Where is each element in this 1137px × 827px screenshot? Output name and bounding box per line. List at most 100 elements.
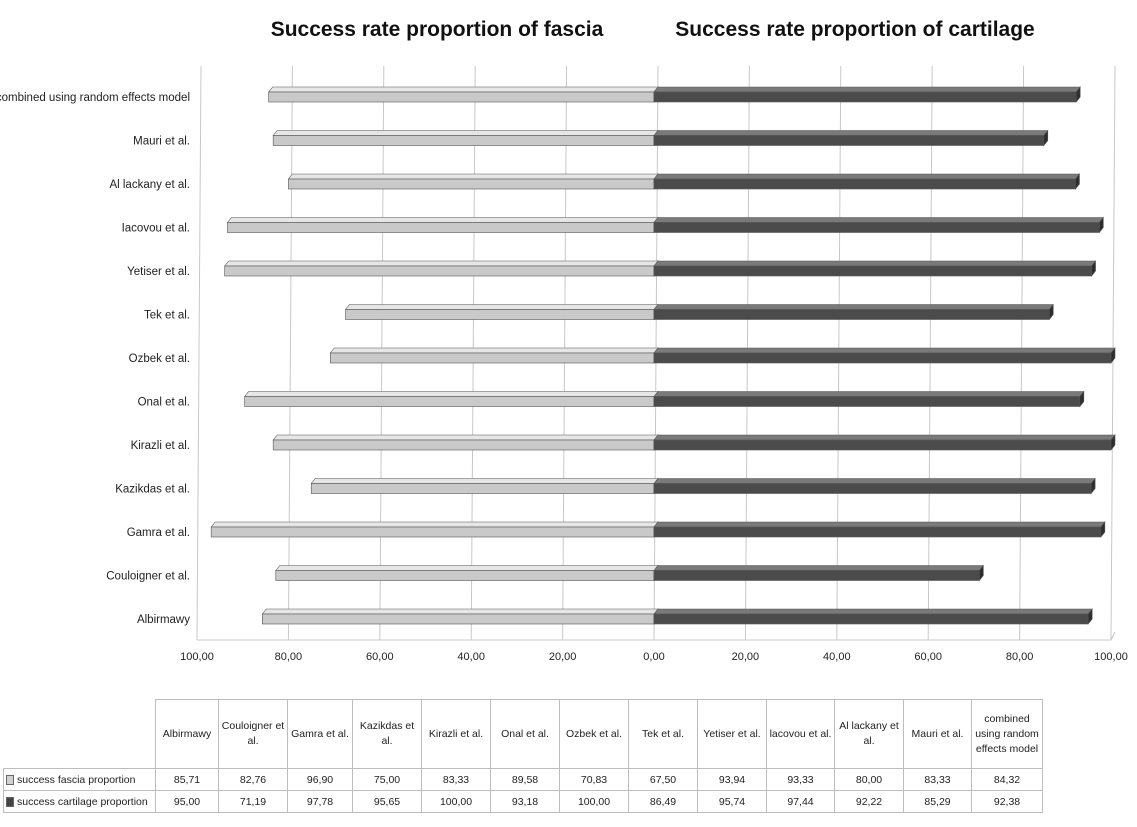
- table-cell: 80,00: [834, 768, 904, 791]
- fascia-bar: [272, 129, 659, 147]
- table-cell: 70,83: [559, 768, 629, 791]
- table-header-cell: Kirazli et al.: [421, 699, 491, 769]
- table-header-cell: Kazikdas et al.: [352, 699, 422, 769]
- table-header-cell: Al lackany et al.: [834, 699, 904, 769]
- category-label: Kazikdas et al.: [115, 484, 190, 496]
- axis-tick-label: 40,00: [823, 651, 851, 663]
- legend-swatch: [6, 796, 14, 807]
- cartilage-bar: [653, 303, 1054, 321]
- fascia-bar: [287, 173, 659, 190]
- cartilage-bar: [653, 608, 1093, 625]
- axis-tick-label: 20,00: [549, 651, 577, 663]
- fascia-bar: [268, 86, 659, 103]
- cartilage-bar: [653, 434, 1116, 451]
- table-cell: 96,90: [287, 768, 353, 791]
- table-cell: 95,65: [352, 790, 422, 813]
- table-cell: 95,00: [155, 790, 219, 813]
- table-cell: 89,58: [490, 768, 560, 791]
- bars: [210, 86, 1116, 625]
- category-label: combined using random effects model: [0, 92, 190, 104]
- table-header-cell: Yetiser et al.: [697, 699, 767, 769]
- fascia-bar: [226, 216, 659, 234]
- cartilage-bar: [653, 564, 984, 582]
- series-name: success cartilage proportion: [17, 795, 148, 808]
- table-header-cell: lacovou et al.: [766, 699, 835, 769]
- cartilage-bar: [653, 477, 1096, 495]
- table-cell: 71,19: [218, 790, 288, 813]
- table-cell: 82,76: [218, 768, 288, 791]
- table-cell: 67,50: [628, 768, 698, 791]
- axis-tick-label: 60,00: [914, 651, 942, 663]
- axis-tick-label: 80,00: [275, 651, 303, 663]
- table-header-cell: Ozbek et al.: [559, 699, 629, 769]
- table-cell: 93,94: [697, 768, 767, 791]
- category-label: Albirmawy: [137, 614, 190, 626]
- fascia-bar: [210, 521, 659, 538]
- legend-entry: success fascia proportion: [3, 768, 156, 791]
- series-name: success fascia proportion: [17, 773, 136, 786]
- category-label: Yetiser et al.: [127, 266, 190, 278]
- axis-tick-labels: 100,00 80,00 60,00 40,00 20,00 0,00 20,00 40,00…: [180, 651, 1128, 663]
- category-label: Kirazli et al.: [131, 440, 190, 452]
- axis-tick-label: 40,00: [457, 651, 485, 663]
- fascia-bar: [261, 608, 659, 625]
- category-label: Iacovou et al.: [122, 223, 190, 235]
- table-cell: 95,74: [697, 790, 767, 813]
- category-label: Onal et al.: [138, 397, 190, 409]
- table-cell: 83,33: [421, 768, 491, 791]
- left-chart-title: Success rate proportion of fascia: [271, 18, 604, 41]
- table-cell: 100,00: [559, 790, 629, 813]
- fascia-bar: [344, 303, 659, 321]
- axis-tick-label: 80,00: [1006, 651, 1034, 663]
- table-header-cell: Couloigner et al.: [218, 699, 288, 769]
- table-header-cell: Mauri et al.: [903, 699, 972, 769]
- fascia-bar: [310, 477, 659, 495]
- table-row: success fascia proportion 85,71 82,76 96,90…: [3, 768, 1043, 791]
- axis-tick-label: 100,00: [1094, 651, 1128, 663]
- butterfly-bar-chart: Success rate proportion of fascia Succes…: [0, 18, 1128, 663]
- axis-tick-label: 20,00: [732, 651, 760, 663]
- table-cell: 93,18: [490, 790, 560, 813]
- category-label: Couloigner et al.: [106, 571, 190, 583]
- table-corner: [3, 699, 156, 769]
- fascia-bar: [272, 434, 659, 451]
- axis-floor: [197, 631, 1116, 641]
- category-labels: Albirmawy Couloigner et al. Gamra et al. Ka…: [0, 92, 190, 626]
- cartilage-bar: [653, 129, 1049, 147]
- legend-swatch: [6, 774, 14, 785]
- table-cell: 92,38: [971, 790, 1043, 813]
- data-table: Albirmawy Couloigner et al. Gamra et al. Ka…: [3, 699, 1043, 813]
- fascia-bar: [275, 564, 659, 582]
- table-header-cell: Albirmawy: [155, 699, 219, 769]
- category-label: Mauri et al.: [133, 136, 190, 148]
- category-label: Gamra et al.: [127, 527, 190, 539]
- gridline: [196, 65, 202, 641]
- table-row: success cartilage proportion 95,00 71,19 97…: [3, 790, 1043, 813]
- table-cell: 85,29: [903, 790, 972, 813]
- table-cell: 93,33: [766, 768, 835, 791]
- axis-tick-label: 60,00: [366, 651, 394, 663]
- cartilage-bar: [653, 173, 1081, 190]
- table-cell: 92,22: [834, 790, 904, 813]
- category-label: Al lackany et al.: [109, 179, 190, 191]
- legend-entry: success cartilage proportion: [3, 790, 156, 813]
- table-cell: 84,32: [971, 768, 1043, 791]
- category-label: Ozbek et al.: [129, 353, 190, 365]
- table-header-cell: combined using random effects model: [971, 699, 1043, 769]
- cartilage-bar: [653, 260, 1097, 277]
- table-header-cell: Gamra et al.: [287, 699, 353, 769]
- axis-tick-label: 0,00: [643, 651, 664, 663]
- cartilage-bar: [653, 86, 1081, 103]
- axis-tick-label: 100,00: [180, 651, 214, 663]
- cartilage-bar: [653, 390, 1085, 408]
- fascia-bar: [243, 390, 659, 408]
- gridline: [287, 65, 293, 641]
- table-cell: 85,71: [155, 768, 219, 791]
- table-cell: 97,44: [766, 790, 835, 813]
- cartilage-bar: [653, 216, 1104, 234]
- category-label: Tek et al.: [144, 310, 190, 322]
- table-cell: 100,00: [421, 790, 491, 813]
- right-chart-title: Success rate proportion of cartilage: [675, 18, 1034, 41]
- table-cell: 75,00: [352, 768, 422, 791]
- fascia-bar: [329, 347, 659, 364]
